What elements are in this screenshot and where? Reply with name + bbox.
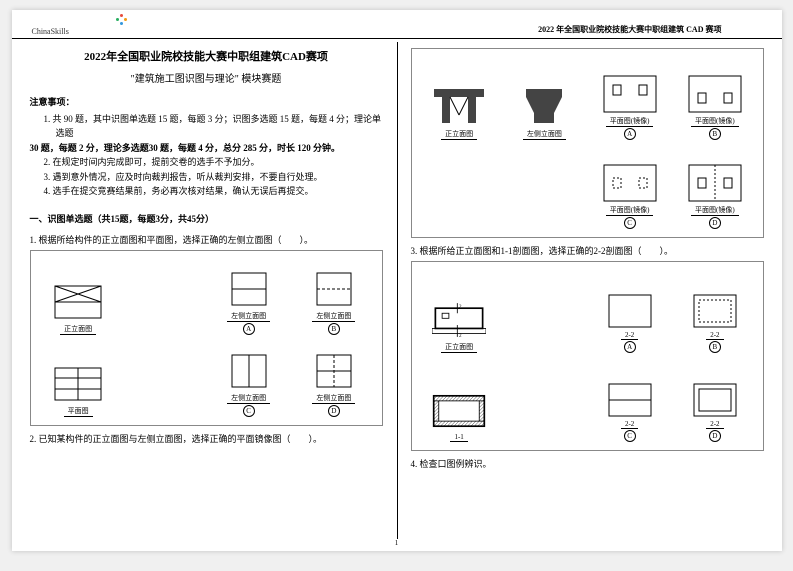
q1-front-view: 正立面图: [39, 259, 118, 335]
q2-blank: [420, 146, 585, 229]
q1-blank2: [124, 341, 203, 417]
logo: ChinaSkills: [32, 22, 83, 36]
question-3: 3. 根据所给正立面图和1-1剖面图，选择正确的2-2剖面图（ ）。: [411, 244, 764, 257]
question-4: 4. 检查口图例辨识。: [411, 457, 764, 470]
notice-1b: 30 题，每题 2 分，理论多选题30 题，每题 4 分，总分 285 分，时长…: [30, 141, 383, 155]
question-2: 2. 已知某构件的正立面图与左侧立面图，选择正确的平面镜像图（ ）。: [30, 432, 383, 445]
q1-option-b-top: 左侧立面图 B: [294, 259, 373, 335]
logo-icon: [116, 14, 128, 26]
svg-text:2: 2: [459, 304, 462, 310]
header-rule: [12, 38, 782, 39]
q2-opt-c: 平面图(镜像) C: [590, 146, 669, 229]
section1-title: 一、识图单选题（共15题，每题3分，共45分）: [30, 212, 383, 225]
q2-opt-a: 平面图(镜像) A: [590, 57, 669, 140]
notice-4: 4. 选手在提交竞赛结果前，务必再次核对结果，确认无误后再提交。: [44, 184, 383, 198]
q1-option-c: 左侧立面图 C: [209, 341, 288, 417]
main-title: 2022年全国职业院校技能大赛中职组建筑CAD赛项: [30, 48, 383, 64]
q3-blank2: [505, 359, 584, 442]
q3-opt-b: 2-2 B: [675, 270, 754, 353]
notice-1: 1. 共 90 题，其中识图单选题 15 题，每题 3 分；识图多选题 15 题…: [44, 112, 383, 141]
q3-sec11: 1-1: [420, 359, 499, 442]
q1-figure-box: 正立面图 左侧立面图 A 左侧立面图 B: [30, 250, 383, 426]
q3-figure-box: 2 2 正立面图 2-2 A 2-2 B: [411, 261, 764, 451]
q1-option-d: 左侧立面图 D: [294, 341, 373, 417]
notice-3: 3. 遇到意外情况，应及时向裁判报告，听从裁判安排，不要自行处理。: [44, 170, 383, 184]
q1-blank: [124, 259, 203, 335]
header-title: 2022 年全国职业院校技能大赛中职组建筑 CAD 赛项: [538, 24, 721, 35]
notice-2: 2. 在规定时间内完成即可，提前交卷的选手不予加分。: [44, 155, 383, 169]
right-column: 正立面图 左侧立面图 平面图(镜像) A: [397, 10, 782, 551]
q3-opt-d: 2-2 D: [675, 359, 754, 442]
notice-label: 注意事项：: [30, 95, 383, 108]
q1-option-a-top: 左侧立面图 A: [209, 259, 288, 335]
q2-opt-b: 平面图(镜像) B: [675, 57, 754, 140]
q3-blank: [505, 270, 584, 353]
q3-opt-a: 2-2 A: [590, 270, 669, 353]
q3-opt-c: 2-2 C: [590, 359, 669, 442]
q3-front: 2 2 正立面图: [420, 270, 499, 353]
q2-opt-d: 平面图(镜像) D: [675, 146, 754, 229]
q2-front: 正立面图: [420, 57, 499, 140]
q1-plan-view: 平面图: [39, 341, 118, 417]
q2-side: 左侧立面图: [505, 57, 584, 140]
question-1: 1. 根据所给构件的正立面图和平面图，选择正确的左侧立面图（ ）。: [30, 233, 383, 246]
exam-page: ChinaSkills 2022 年全国职业院校技能大赛中职组建筑 CAD 赛项…: [12, 10, 782, 551]
column-divider: [397, 42, 398, 539]
left-column: 2022年全国职业院校技能大赛中职组建筑CAD赛项 "建筑施工图识图与理论" 模…: [12, 10, 397, 551]
q2-figure-box: 正立面图 左侧立面图 平面图(镜像) A: [411, 48, 764, 238]
page-number: 1: [395, 539, 399, 547]
sub-title: "建筑施工图识图与理论" 模块赛题: [30, 70, 383, 85]
logo-text: ChinaSkills: [32, 27, 69, 36]
